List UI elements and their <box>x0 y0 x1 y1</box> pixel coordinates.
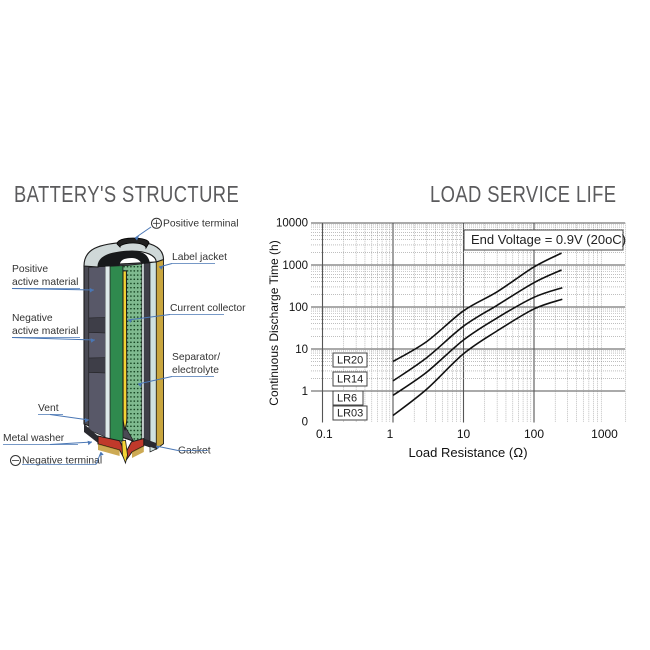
svg-text:100: 100 <box>289 302 308 314</box>
svg-text:1000: 1000 <box>282 260 308 272</box>
svg-text:End Voltage = 0.9V (20oC): End Voltage = 0.9V (20oC) <box>471 232 626 247</box>
svg-text:Positive: Positive <box>12 264 48 275</box>
svg-text:Vent: Vent <box>38 403 59 414</box>
svg-text:1: 1 <box>387 427 394 441</box>
svg-text:Gasket: Gasket <box>178 446 211 457</box>
svg-text:Metal washer: Metal washer <box>3 433 65 444</box>
svg-text:LR03: LR03 <box>337 408 363 420</box>
svg-text:1: 1 <box>302 386 308 398</box>
svg-text:1000: 1000 <box>591 427 618 441</box>
svg-text:electrolyte: electrolyte <box>172 365 219 376</box>
svg-text:Current collector: Current collector <box>170 303 246 314</box>
svg-text:10000: 10000 <box>276 218 308 230</box>
svg-text:active material: active material <box>12 326 78 337</box>
svg-text:Negative: Negative <box>12 313 53 324</box>
svg-text:Label jacket: Label jacket <box>172 252 227 263</box>
svg-text:LR20: LR20 <box>337 355 363 367</box>
svg-text:0.1: 0.1 <box>316 427 333 441</box>
svg-text:LR6: LR6 <box>337 393 357 405</box>
svg-text:active material: active material <box>12 277 78 288</box>
svg-text:Separator/: Separator/ <box>172 352 220 363</box>
svg-text:0: 0 <box>302 417 308 429</box>
svg-text:100: 100 <box>524 427 544 441</box>
svg-text:Continuous Discharge Time (h): Continuous Discharge Time (h) <box>267 240 281 405</box>
svg-text:Positive terminal: Positive terminal <box>163 219 239 230</box>
svg-text:10: 10 <box>295 344 308 356</box>
svg-text:LR14: LR14 <box>337 374 363 386</box>
svg-text:Load Resistance (Ω): Load Resistance (Ω) <box>408 445 527 460</box>
svg-text:10: 10 <box>457 427 471 441</box>
